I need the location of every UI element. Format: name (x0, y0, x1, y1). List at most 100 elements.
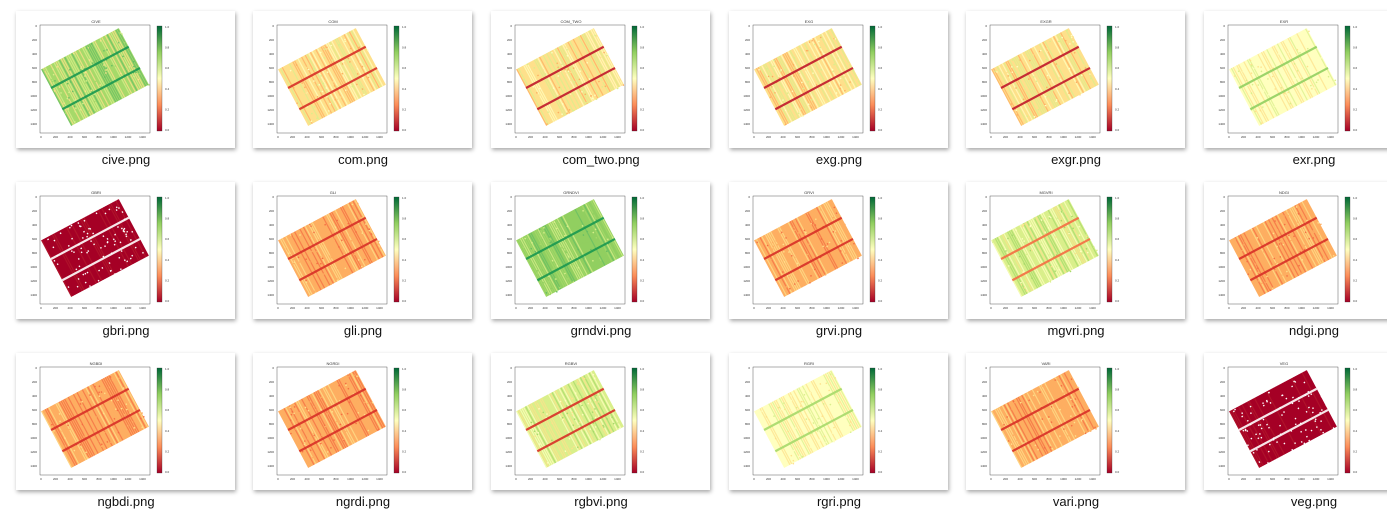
file-item[interactable]: EXG 0 200 400 600 800 1000 1200 1400 0 200 400 600 80… (720, 0, 958, 170)
file-name-label[interactable]: mgvri.png (1047, 323, 1105, 338)
file-item[interactable]: GRVI 0 200 400 600 800 1000 1200 1400 0 200 400 600 8… (720, 171, 958, 341)
file-item[interactable]: RGRI 0 200 400 600 800 1000 1200 1400 0 200 400 600 8… (720, 342, 958, 512)
file-name-label[interactable]: rgri.png (816, 494, 862, 509)
image-thumbnail[interactable]: RGBVI 0 200 400 600 800 1000 1200 1400 0 200 400 600… (491, 353, 710, 490)
file-item[interactable]: NGRDI 0 200 400 600 800 1000 1200 1400 0 200 400 600… (244, 342, 482, 512)
file-item[interactable]: EXGR 0 200 400 600 800 1000 1200 1400 0 200 400 600 8… (957, 0, 1195, 170)
y-tick-label: 800 (32, 251, 37, 255)
file-item[interactable]: NGBDI 0 200 400 600 800 1000 1200 1400 0 200 400 600… (7, 342, 245, 512)
x-tick-label: 200 (1241, 477, 1246, 481)
y-tick-label: 0 (985, 195, 987, 199)
colorbar-tick-label: 0.6 (640, 66, 645, 70)
file-name-label[interactable]: ngbdi.png (97, 494, 155, 509)
file-name-label[interactable]: exr.png (1292, 152, 1336, 167)
colorbar-tick-label: 0.0 (1353, 470, 1358, 474)
file-name-label[interactable]: rgbvi.png (574, 494, 628, 509)
colorbar-tick-label: 0.8 (1115, 46, 1120, 50)
image-thumbnail[interactable]: RGRI 0 200 400 600 800 1000 1200 1400 0 200 400 600 8… (729, 353, 948, 490)
image-thumbnail[interactable]: VEG 0 200 400 600 800 1000 1200 1400 0 200 400 600 80… (1204, 353, 1387, 490)
x-tick-label: 400 (1255, 306, 1260, 310)
colorbar (631, 367, 638, 474)
file-item[interactable]: COM 0 200 400 600 800 1000 1200 1400 0 200 400 600 80… (244, 0, 482, 170)
file-name-label[interactable]: gbri.png (102, 323, 150, 338)
file-name-label[interactable]: grvi.png (815, 323, 863, 338)
file-name-label[interactable]: com.png (338, 152, 388, 167)
file-name-label[interactable]: vari.png (1052, 494, 1100, 509)
field-heatmap (516, 370, 624, 468)
thumbnail-plot: COM_TWO 0 200 400 600 800 1000 1200 1400 0 200 400 6… (505, 19, 645, 139)
image-thumbnail[interactable]: MGVRI 0 200 400 600 800 1000 1200 1400 0 200 400 600… (966, 182, 1185, 319)
file-name-label[interactable]: ndgi.png (1289, 323, 1339, 338)
y-tick-label: 400 (269, 394, 274, 398)
x-tick-label: 800 (96, 135, 101, 139)
file-name-label[interactable]: gli.png (343, 323, 383, 338)
file-item[interactable]: NDGI 0 200 400 600 800 1000 1200 1400 0 200 400 600 8… (1195, 171, 1387, 341)
x-tick-label: 1200 (838, 135, 845, 139)
colorbar-tick-label: 0.2 (640, 107, 645, 111)
y-tick-label: 0 (35, 195, 37, 199)
file-item[interactable]: VARI 0 200 400 600 800 1000 1200 1400 0 200 400 600 8… (957, 342, 1195, 512)
y-tick-label: 200 (1220, 380, 1225, 384)
x-tick-label: 1400 (139, 477, 146, 481)
y-tick-label: 0 (748, 195, 750, 199)
colorbar-tick-label: 0.8 (1115, 217, 1120, 221)
image-thumbnail[interactable]: EXR 0 200 400 600 800 1000 1200 1400 0 200 400 600 80… (1204, 11, 1387, 148)
image-thumbnail[interactable]: NDGI 0 200 400 600 800 1000 1200 1400 0 200 400 600 8… (1204, 182, 1387, 319)
x-tick-label: 1200 (125, 477, 132, 481)
image-thumbnail[interactable]: NGRDI 0 200 400 600 800 1000 1200 1400 0 200 400 600… (253, 353, 472, 490)
file-name-label[interactable]: ngrdi.png (335, 494, 391, 509)
file-item[interactable]: MGVRI 0 200 400 600 800 1000 1200 1400 0 200 400 600… (957, 171, 1195, 341)
image-thumbnail[interactable]: CIVE 0 200 400 600 800 1000 1200 1400 0 200 400 600 8… (16, 11, 235, 148)
image-thumbnail[interactable]: EXG 0 200 400 600 800 1000 1200 1400 0 200 400 600 80… (729, 11, 948, 148)
file-name-label[interactable]: grndvi.png (570, 323, 632, 338)
colorbar-tick-label: 0.0 (165, 299, 170, 303)
plot-title: EXG (805, 19, 813, 24)
x-tick-label: 600 (557, 306, 562, 310)
x-tick-label: 1200 (1075, 477, 1082, 481)
file-name-label[interactable]: veg.png (1290, 494, 1338, 509)
colorbar-tick-label: 0.0 (1353, 128, 1358, 132)
file-item[interactable]: GBRI 0 200 400 600 800 1000 1200 1400 0 200 400 600 8… (7, 171, 245, 341)
y-tick-label: 200 (507, 38, 512, 42)
y-tick-label: 1000 (1218, 94, 1225, 98)
x-tick-label: 1400 (1327, 306, 1334, 310)
file-item[interactable]: RGBVI 0 200 400 600 800 1000 1200 1400 0 200 400 600… (482, 342, 720, 512)
image-thumbnail[interactable]: GRVI 0 200 400 600 800 1000 1200 1400 0 200 400 600 8… (729, 182, 948, 319)
file-item[interactable]: COM_TWO 0 200 400 600 800 1000 1200 1400 0 200 400 6… (482, 0, 720, 170)
image-thumbnail[interactable]: EXGR 0 200 400 600 800 1000 1200 1400 0 200 400 600 8… (966, 11, 1185, 148)
plot-title: GRNDVI (563, 190, 579, 195)
image-thumbnail[interactable]: NGBDI 0 200 400 600 800 1000 1200 1400 0 200 400 600… (16, 353, 235, 490)
x-tick-label: 0 (40, 477, 42, 481)
image-thumbnail[interactable]: GRNDVI 0 200 400 600 800 1000 1200 1400 0 200 400 60… (491, 182, 710, 319)
file-name-label[interactable]: exgr.png (1051, 152, 1101, 167)
field-heatmap (41, 370, 149, 468)
file-item[interactable]: GRNDVI 0 200 400 600 800 1000 1200 1400 0 200 400 60… (482, 171, 720, 341)
file-name-label[interactable]: exg.png (815, 152, 863, 167)
x-tick-label: 1400 (376, 306, 383, 310)
x-tick-label: 800 (571, 135, 576, 139)
image-thumbnail[interactable]: VARI 0 200 400 600 800 1000 1200 1400 0 200 400 600 8… (966, 353, 1185, 490)
colorbar-tick-label: 0.6 (402, 237, 407, 241)
y-tick-label: 1400 (30, 122, 37, 126)
x-tick-label: 600 (82, 477, 87, 481)
x-tick-label: 1000 (110, 135, 117, 139)
x-tick-label: 400 (304, 135, 309, 139)
colorbar-tick-label: 0.0 (165, 470, 170, 474)
file-item[interactable]: VEG 0 200 400 600 800 1000 1200 1400 0 200 400 600 80… (1195, 342, 1387, 512)
file-item[interactable]: GLI 0 200 400 600 800 1000 1200 1400 0 200 400 600 80… (244, 171, 482, 341)
file-item[interactable]: CIVE 0 200 400 600 800 1000 1200 1400 0 200 400 600 8… (7, 0, 245, 170)
image-thumbnail[interactable]: COM_TWO 0 200 400 600 800 1000 1200 1400 0 200 400 6… (491, 11, 710, 148)
colorbar-tick-label: 0.8 (878, 217, 883, 221)
y-tick-label: 0 (985, 24, 987, 28)
x-tick-label: 1200 (362, 306, 369, 310)
colorbar-tick-label: 0.4 (402, 258, 407, 262)
file-item[interactable]: EXR 0 200 400 600 800 1000 1200 1400 0 200 400 600 80… (1195, 0, 1387, 170)
colorbar-tick-label: 0.2 (402, 278, 407, 282)
y-tick-label: 1200 (30, 279, 37, 283)
y-tick-label: 600 (269, 237, 274, 241)
file-name-label[interactable]: com_two.png (562, 152, 640, 167)
image-thumbnail[interactable]: COM 0 200 400 600 800 1000 1200 1400 0 200 400 600 80… (253, 11, 472, 148)
file-name-label[interactable]: cive.png (101, 152, 151, 167)
image-thumbnail[interactable]: GBRI 0 200 400 600 800 1000 1200 1400 0 200 400 600 8… (16, 182, 235, 319)
image-thumbnail[interactable]: GLI 0 200 400 600 800 1000 1200 1400 0 200 400 600 80… (253, 182, 472, 319)
